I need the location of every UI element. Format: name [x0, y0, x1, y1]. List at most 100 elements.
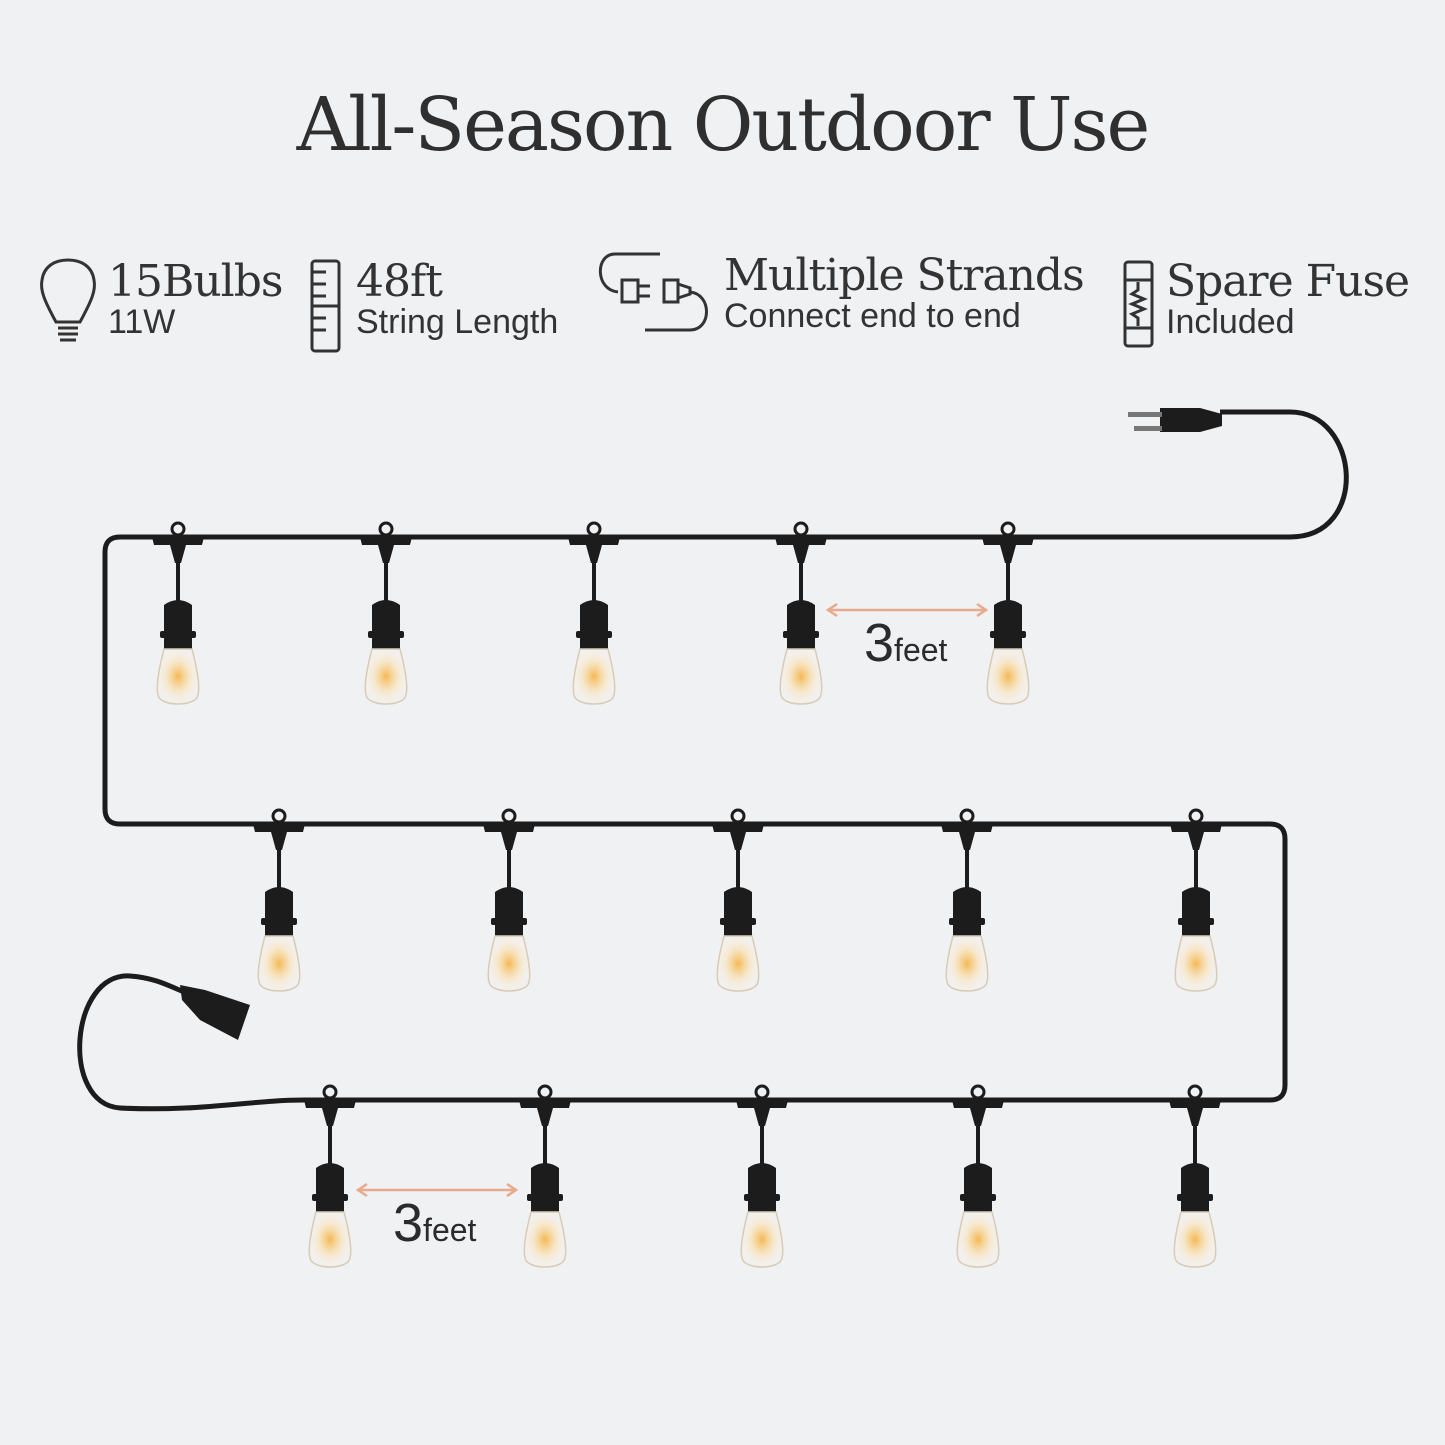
feature-sub: Connect end to end	[724, 297, 1021, 335]
feature-bulbs: 15Bulbs 11W	[108, 256, 283, 342]
glass	[1173, 1211, 1217, 1268]
hook	[754, 1084, 770, 1100]
hook	[586, 521, 602, 537]
socket-ring	[744, 1194, 780, 1201]
socket-ring	[160, 631, 196, 638]
glass	[716, 935, 760, 992]
plug-prong	[1128, 412, 1162, 417]
plug-connect-icon	[598, 252, 708, 332]
bulb	[304, 1084, 356, 1268]
glass	[1174, 935, 1218, 992]
t-connector	[736, 1100, 788, 1126]
bulb	[483, 808, 535, 992]
hook	[970, 1084, 986, 1100]
glass	[779, 648, 823, 705]
glass	[986, 648, 1030, 705]
socket-ring	[960, 1194, 996, 1201]
socket-ring	[312, 1194, 348, 1201]
arrow-head	[506, 1182, 519, 1198]
socket	[1181, 1163, 1209, 1212]
bulb	[568, 521, 620, 705]
feature-sub: String Length	[356, 303, 559, 341]
feature-fuse: Spare Fuse Included	[1166, 256, 1410, 342]
bulb	[982, 521, 1034, 705]
socket-ring	[783, 631, 819, 638]
t-connector	[519, 1100, 571, 1126]
glass	[572, 648, 616, 705]
t-connector	[152, 537, 204, 563]
t-connector	[952, 1100, 1004, 1126]
bulb-icon	[40, 258, 96, 342]
cable	[77, 409, 1349, 1112]
hook	[170, 521, 186, 537]
glass	[257, 935, 301, 992]
hook	[501, 808, 517, 824]
bulb	[1170, 808, 1222, 992]
socket-ring	[368, 631, 404, 638]
spacing-number: 3	[864, 613, 895, 673]
t-connector	[253, 824, 305, 850]
plug-body	[1160, 408, 1222, 432]
feature-strands: Multiple Strands Connect end to end	[724, 250, 1085, 336]
t-connector	[712, 824, 764, 850]
plug	[1128, 408, 1222, 432]
fuse-icon	[1123, 260, 1154, 348]
t-connector	[1170, 824, 1222, 850]
spacing-label-top: 3feet	[864, 612, 947, 674]
bulb	[941, 808, 993, 992]
page-title: All-Season Outdoor Use	[296, 82, 1151, 168]
socket-ring	[990, 631, 1026, 638]
hook	[1187, 1084, 1203, 1100]
glass	[523, 1211, 567, 1268]
spacing-arrow	[825, 602, 989, 618]
bulb	[253, 808, 305, 992]
arrow-head	[976, 602, 989, 618]
socket	[748, 1163, 776, 1212]
socket	[1182, 887, 1210, 936]
bulb	[775, 521, 827, 705]
socket-ring	[949, 918, 985, 925]
spacing-number: 3	[393, 1193, 424, 1253]
spacing-label-bottom: 3feet	[393, 1192, 476, 1254]
socket	[724, 887, 752, 936]
hook	[793, 521, 809, 537]
socket	[994, 600, 1022, 649]
glass	[487, 935, 531, 992]
glass	[945, 935, 989, 992]
socket	[531, 1163, 559, 1212]
hook	[378, 521, 394, 537]
arrow-head	[825, 602, 838, 618]
light-string	[77, 408, 1349, 1268]
t-connector	[360, 537, 412, 563]
feature-main: Spare Fuse	[1166, 256, 1410, 307]
socket	[964, 1163, 992, 1212]
socket	[164, 600, 192, 649]
bulb	[712, 808, 764, 992]
t-connector	[775, 537, 827, 563]
spacing-unit: feet	[894, 632, 948, 668]
bulb	[736, 1084, 788, 1268]
spacing-unit: feet	[423, 1212, 477, 1248]
ruler-icon	[310, 259, 341, 353]
spacing-arrow	[355, 1182, 519, 1198]
t-connector	[483, 824, 535, 850]
t-connector	[982, 537, 1034, 563]
socket-ring	[491, 918, 527, 925]
arrow-head	[355, 1182, 368, 1198]
hook	[959, 808, 975, 824]
t-connector	[304, 1100, 356, 1126]
socket	[580, 600, 608, 649]
feature-main: 48ft	[356, 256, 443, 307]
bulb	[152, 521, 204, 705]
hook	[322, 1084, 338, 1100]
socket	[316, 1163, 344, 1212]
plug-prong	[1134, 426, 1162, 431]
hook	[730, 808, 746, 824]
socket	[953, 887, 981, 936]
bulb	[519, 1084, 571, 1268]
glass	[740, 1211, 784, 1268]
t-connector	[1169, 1100, 1221, 1126]
socket	[787, 600, 815, 649]
